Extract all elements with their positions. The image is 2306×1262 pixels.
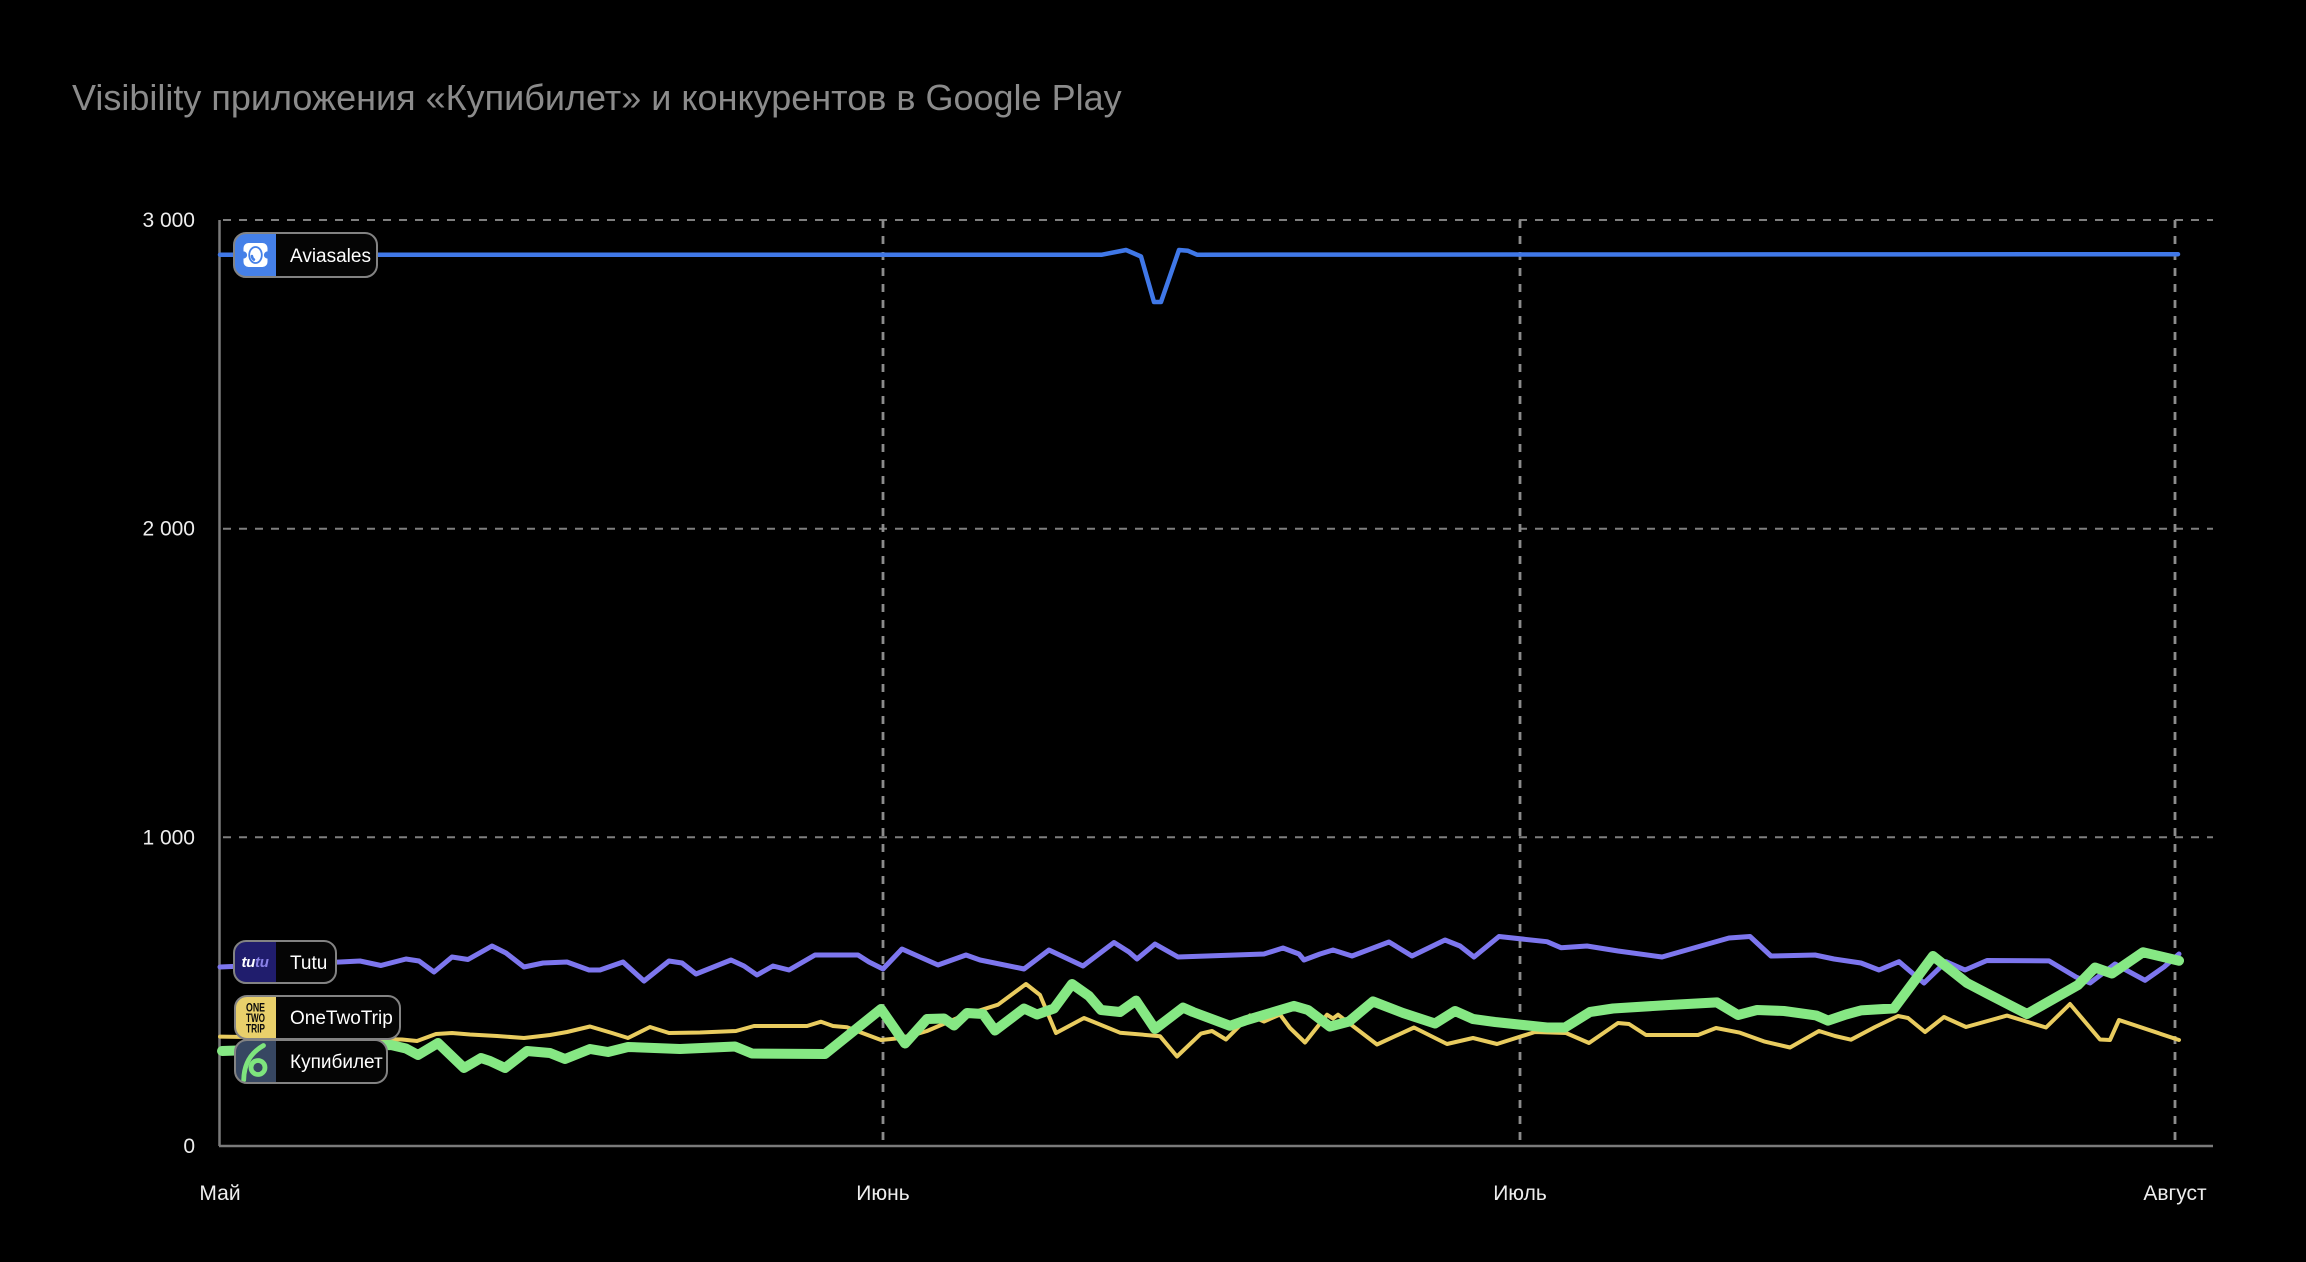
svg-text:3 000: 3 000	[142, 209, 195, 232]
svg-text:Купибилет: Купибилет	[290, 1052, 383, 1073]
svg-text:TWO: TWO	[246, 1013, 265, 1025]
svg-text:0: 0	[183, 1135, 195, 1158]
svg-text:2 000: 2 000	[142, 518, 195, 541]
svg-text:1 000: 1 000	[142, 826, 195, 849]
svg-text:Июль: Июль	[1493, 1182, 1547, 1205]
svg-text:Tutu: Tutu	[290, 953, 327, 974]
svg-text:OneTwoTrip: OneTwoTrip	[290, 1008, 393, 1029]
svg-text:Июнь: Июнь	[856, 1182, 909, 1205]
svg-text:Aviasales: Aviasales	[290, 246, 371, 267]
svg-text:Май: Май	[199, 1182, 240, 1205]
svg-text:TRIP: TRIP	[246, 1024, 265, 1036]
svg-text:tutu: tutu	[241, 954, 268, 971]
svg-text:Август: Август	[2143, 1182, 2207, 1205]
svg-text:ONE: ONE	[246, 1003, 265, 1015]
